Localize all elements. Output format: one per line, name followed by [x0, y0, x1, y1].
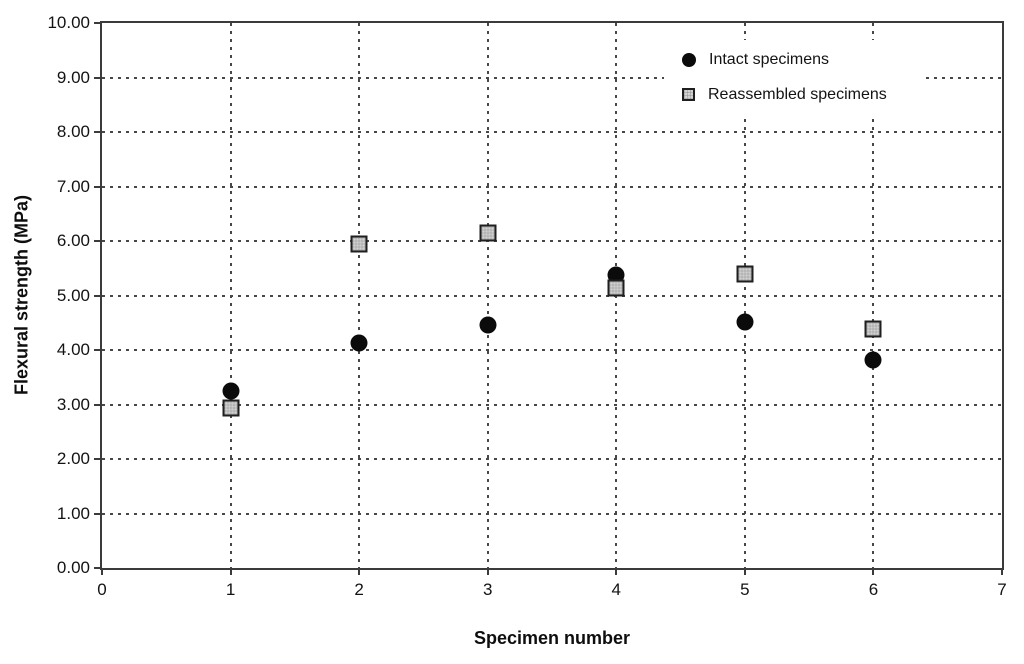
data-point-intact-1 [222, 382, 240, 400]
y-tick-label: 0.00 [56, 558, 90, 577]
y-tick-label: 2.00 [56, 449, 90, 468]
gridline-vertical [486, 23, 489, 568]
gridline-horizontal [102, 458, 1002, 460]
y-tick-label: 10.00 [47, 13, 90, 32]
gridline-vertical [872, 23, 875, 568]
legend: Intact specimens Reassembled specimens [664, 40, 922, 114]
gridline-horizontal [102, 403, 1002, 406]
x-axis-tick [486, 568, 489, 575]
gridline-horizontal [102, 294, 1002, 297]
y-tick-label: 8.00 [56, 122, 90, 141]
x-axis-title: Specimen number [473, 628, 631, 648]
y-tick-label: 5.00 [56, 285, 90, 305]
y-axis-tick [94, 458, 102, 460]
gridline-horizontal [102, 76, 1002, 79]
reassembled-marker-icon [682, 88, 695, 101]
y-tick-label: 1.00 [56, 503, 90, 523]
legend-label-reassembled: Reassembled specimens [708, 85, 887, 103]
gridline-vertical [743, 23, 746, 568]
y-axis-tick [94, 240, 102, 242]
x-tick-label: 2 [354, 580, 364, 599]
x-axis-tick [101, 568, 103, 575]
x-axis-tick [229, 568, 232, 575]
gridline-horizontal [102, 240, 1002, 242]
x-tick-label: 3 [482, 580, 493, 599]
x-tick-label: 7 [997, 580, 1007, 599]
data-point-reassembled-6 [864, 320, 882, 338]
x-tick-label: 6 [868, 580, 879, 599]
data-point-reassembled-3 [479, 224, 497, 242]
gridline-vertical [358, 23, 361, 568]
data-point-intact-2 [350, 334, 368, 352]
data-point-intact-4 [607, 266, 625, 284]
intact-marker-icon [682, 52, 696, 67]
y-tick-label: 4.00 [56, 340, 90, 359]
y-axis-tick [94, 349, 102, 351]
gridline-horizontal [102, 185, 1002, 188]
gridline-vertical [229, 23, 232, 568]
x-axis-tick [1001, 568, 1003, 575]
legend-item-reassembled: Reassembled specimens [664, 77, 922, 112]
y-axis-tick [94, 403, 102, 406]
data-point-reassembled-5 [736, 265, 754, 283]
y-axis-tick [94, 185, 102, 188]
y-axis-tick [94, 76, 102, 79]
x-tick-label: 1 [225, 580, 236, 599]
data-point-reassembled-4 [607, 279, 625, 297]
y-axis-tick [94, 294, 102, 297]
x-axis-tick [743, 568, 746, 575]
y-tick-label: 6.00 [56, 231, 90, 250]
y-axis-tick [94, 131, 102, 133]
data-point-intact-5 [736, 313, 754, 331]
gridline-horizontal [102, 131, 1002, 133]
gridline-horizontal [102, 349, 1002, 351]
y-axis-tick [94, 512, 102, 515]
y-axis-tick [94, 22, 102, 24]
x-tick-label: 4 [611, 580, 622, 599]
legend-item-intact: Intact specimens [664, 42, 922, 77]
data-point-intact-6 [864, 351, 882, 369]
x-axis-tick [615, 568, 618, 575]
x-tick-label: 0 [97, 580, 107, 599]
x-axis-tick [358, 568, 361, 575]
y-tick-label: 7.00 [56, 176, 90, 196]
data-point-reassembled-1 [222, 399, 240, 417]
y-tick-label: 9.00 [56, 67, 90, 87]
y-tick-label: 3.00 [56, 394, 90, 414]
x-tick-label: 5 [740, 580, 750, 599]
gridline-horizontal [102, 512, 1002, 515]
legend-label-intact: Intact specimens [709, 50, 830, 68]
x-axis-tick [872, 568, 875, 575]
data-point-reassembled-2 [350, 235, 368, 253]
data-point-intact-3 [479, 316, 497, 334]
y-axis-tick [94, 567, 102, 569]
